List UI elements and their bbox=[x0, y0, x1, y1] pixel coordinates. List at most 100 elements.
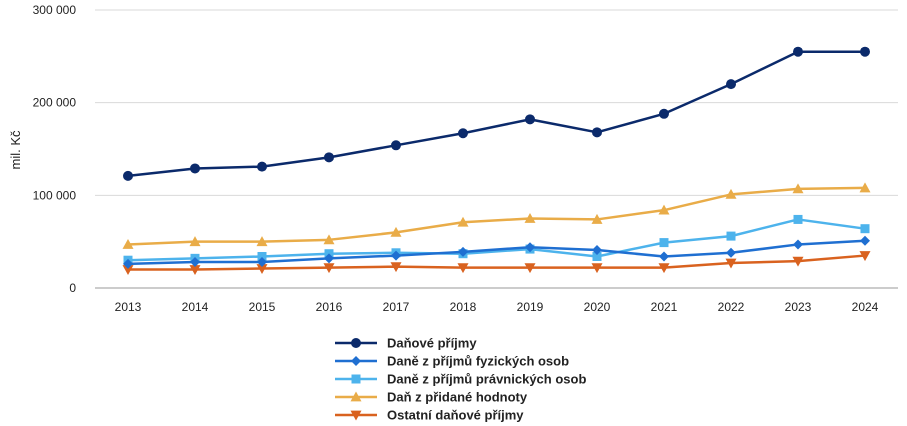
data-point bbox=[524, 213, 536, 223]
data-point bbox=[658, 263, 670, 274]
data-point bbox=[659, 238, 669, 248]
legend-marker bbox=[351, 374, 361, 384]
data-point bbox=[257, 257, 267, 268]
x-tick-label: 2024 bbox=[852, 300, 879, 314]
legend-label: Daňové příjmy bbox=[387, 336, 477, 351]
data-point bbox=[726, 231, 736, 241]
legend-item: Daňové příjmy bbox=[335, 336, 477, 351]
data-point bbox=[592, 251, 602, 261]
x-tick-label: 2020 bbox=[584, 300, 611, 314]
data-point bbox=[658, 204, 670, 215]
series-line bbox=[127, 186, 866, 246]
y-tick-label: 0 bbox=[69, 281, 76, 295]
x-axis: 2013 2014 2015 2016 2017 2018 2019 2020 2021 2022… bbox=[115, 300, 879, 314]
data-point bbox=[725, 188, 737, 199]
data-point bbox=[860, 224, 870, 234]
y-axis-label: mil. Kč bbox=[8, 130, 23, 170]
data-point bbox=[323, 234, 335, 245]
data-point bbox=[391, 250, 401, 261]
legend-marker bbox=[350, 410, 362, 421]
legend-marker bbox=[351, 338, 361, 348]
data-point bbox=[524, 263, 536, 274]
legend-item: Daně z příjmů právnických osob bbox=[335, 372, 586, 387]
legend-label: Daně z příjmů právnických osob bbox=[387, 372, 586, 387]
data-point bbox=[793, 214, 803, 224]
series-line bbox=[128, 254, 866, 271]
data-point bbox=[525, 114, 535, 125]
data-point bbox=[391, 140, 401, 151]
data-point bbox=[189, 236, 201, 247]
x-tick-label: 2021 bbox=[651, 300, 678, 314]
data-point bbox=[122, 265, 134, 275]
series-2 bbox=[123, 214, 870, 265]
data-point bbox=[190, 163, 200, 174]
legend-item: Daň z přidané hodnoty bbox=[335, 390, 528, 405]
data-point bbox=[792, 256, 804, 267]
data-point bbox=[257, 251, 267, 261]
data-point bbox=[323, 263, 335, 274]
data-point bbox=[123, 170, 133, 181]
data-point bbox=[457, 216, 469, 227]
data-point bbox=[726, 247, 736, 258]
data-point bbox=[123, 258, 133, 269]
data-point bbox=[793, 239, 803, 250]
x-tick-label: 2019 bbox=[517, 300, 544, 314]
series-0 bbox=[123, 46, 870, 181]
data-point bbox=[659, 108, 669, 119]
legend: Daňové příjmy Daně z příjmů fyzických oso… bbox=[335, 336, 586, 423]
data-point bbox=[256, 236, 268, 247]
data-point bbox=[591, 213, 603, 224]
legend-marker bbox=[351, 356, 361, 366]
series-line bbox=[127, 218, 866, 262]
data-point bbox=[457, 263, 469, 274]
y-tick-label: 300 000 bbox=[33, 3, 77, 17]
data-point bbox=[793, 46, 803, 57]
legend-label: Ostatní daňové příjmy bbox=[387, 408, 524, 423]
legend-label: Daň z přidané hodnoty bbox=[387, 390, 528, 405]
legend-item: Ostatní daňové příjmy bbox=[335, 408, 524, 423]
data-point bbox=[859, 182, 871, 193]
data-point bbox=[592, 245, 602, 256]
y-tick-label: 200 000 bbox=[33, 96, 77, 110]
series-line bbox=[127, 239, 866, 266]
data-point bbox=[591, 263, 603, 274]
x-tick-label: 2014 bbox=[182, 300, 209, 314]
data-point bbox=[659, 251, 669, 262]
data-point bbox=[726, 79, 736, 90]
data-point bbox=[190, 257, 200, 268]
data-point bbox=[792, 183, 804, 194]
series-4 bbox=[122, 251, 871, 275]
x-tick-label: 2023 bbox=[785, 300, 812, 314]
series-1 bbox=[123, 235, 870, 269]
data-point bbox=[390, 262, 402, 273]
data-point bbox=[592, 127, 602, 138]
series-3 bbox=[122, 182, 871, 249]
legend-item: Daně z příjmů fyzických osob bbox=[335, 354, 569, 369]
x-tick-label: 2022 bbox=[718, 300, 745, 314]
data-point bbox=[257, 161, 267, 172]
data-point bbox=[324, 152, 334, 163]
x-tick-label: 2016 bbox=[316, 300, 343, 314]
series-group bbox=[122, 46, 871, 275]
grid bbox=[95, 9, 898, 289]
y-axis: 0 100 000 200 000 300 000 bbox=[33, 3, 77, 295]
data-point bbox=[256, 264, 268, 275]
data-point bbox=[122, 238, 134, 249]
data-point bbox=[458, 128, 468, 139]
data-point bbox=[860, 235, 870, 246]
data-point bbox=[860, 46, 870, 57]
data-point bbox=[859, 251, 871, 262]
series-line bbox=[127, 50, 865, 178]
y-tick-label: 100 000 bbox=[33, 188, 77, 202]
x-tick-label: 2017 bbox=[383, 300, 410, 314]
data-point bbox=[525, 242, 535, 253]
data-point bbox=[189, 265, 201, 275]
x-tick-label: 2018 bbox=[450, 300, 477, 314]
data-point bbox=[725, 258, 737, 269]
x-tick-label: 2013 bbox=[115, 300, 142, 314]
legend-label: Daně z příjmů fyzických osob bbox=[387, 354, 569, 369]
data-point bbox=[324, 253, 334, 264]
data-point bbox=[390, 226, 402, 237]
data-point bbox=[458, 246, 468, 257]
